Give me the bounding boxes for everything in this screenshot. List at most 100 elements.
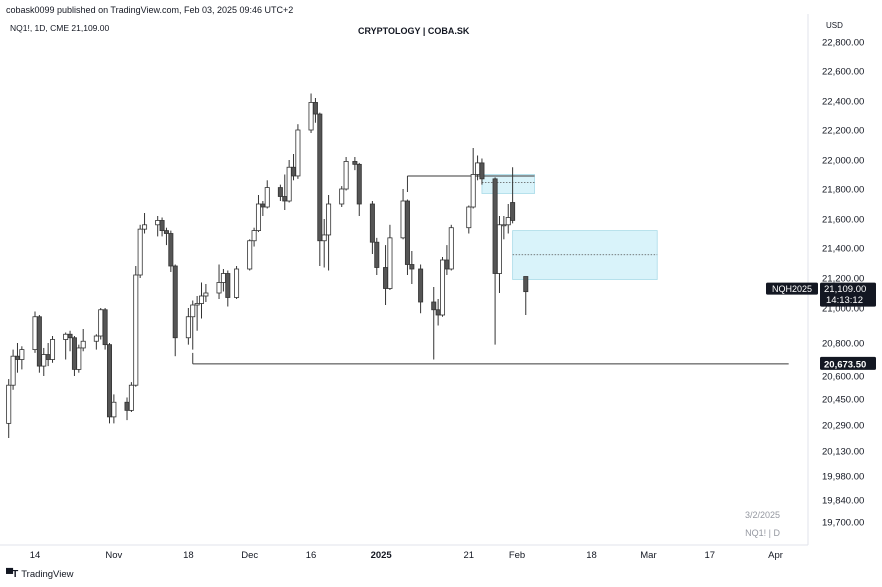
candle-body — [45, 354, 51, 360]
candle[interactable] — [475, 155, 481, 181]
fvg-zone-1[interactable] — [481, 174, 535, 194]
candle[interactable] — [185, 308, 191, 345]
candle[interactable] — [321, 219, 327, 268]
candle[interactable] — [251, 227, 257, 247]
candle[interactable] — [71, 336, 77, 376]
candle[interactable] — [264, 180, 270, 209]
candle[interactable] — [98, 308, 104, 340]
candle[interactable] — [6, 379, 12, 438]
candle[interactable] — [168, 230, 174, 272]
candle-body — [352, 161, 358, 165]
candle[interactable] — [356, 162, 362, 216]
candle[interactable] — [36, 315, 42, 373]
candle[interactable] — [369, 201, 375, 254]
candle-body — [400, 200, 406, 239]
candle[interactable] — [124, 397, 130, 421]
candle[interactable] — [32, 311, 38, 353]
candle[interactable] — [203, 284, 209, 302]
candle-body — [291, 166, 297, 177]
candle[interactable] — [286, 160, 292, 203]
candle-body — [435, 309, 441, 316]
candle-body — [343, 161, 349, 190]
candle[interactable] — [255, 195, 261, 233]
candle[interactable] — [312, 98, 318, 123]
candle[interactable] — [159, 217, 165, 237]
current-price-value: 21,109.00 — [824, 284, 866, 295]
candle[interactable] — [142, 213, 148, 234]
candle[interactable] — [234, 266, 240, 299]
candle[interactable] — [102, 308, 108, 350]
candle-body — [260, 203, 266, 208]
level-price-tag: 20,673.50 — [820, 356, 876, 370]
candle[interactable] — [106, 343, 112, 424]
candle[interactable] — [444, 245, 450, 275]
candle[interactable] — [387, 224, 393, 290]
candle[interactable] — [404, 199, 410, 276]
candle[interactable] — [466, 205, 472, 234]
candle[interactable] — [220, 269, 226, 292]
candle[interactable] — [501, 216, 507, 240]
candle[interactable] — [260, 201, 266, 216]
candle[interactable] — [505, 204, 511, 234]
candle[interactable] — [172, 264, 178, 357]
candle[interactable] — [479, 158, 485, 185]
candle[interactable] — [133, 266, 139, 387]
candle[interactable] — [76, 344, 82, 373]
candle[interactable] — [326, 195, 332, 271]
candle[interactable] — [470, 148, 476, 209]
candle[interactable] — [111, 394, 117, 424]
candle[interactable] — [291, 154, 297, 181]
candle[interactable] — [19, 346, 25, 370]
candle[interactable] — [339, 186, 345, 207]
candle[interactable] — [163, 227, 169, 246]
candle[interactable] — [523, 276, 529, 316]
candle[interactable] — [352, 157, 358, 171]
time-tick-label: 18 — [586, 550, 597, 561]
candle[interactable] — [435, 299, 441, 326]
footer-brand[interactable]: ▀T TradingView — [6, 569, 73, 580]
candle[interactable] — [409, 251, 415, 284]
candle[interactable] — [383, 245, 389, 305]
symbol-info[interactable]: NQ1!, 1D, CME 21,109.00 — [10, 23, 110, 33]
candle[interactable] — [80, 329, 86, 352]
candle-body — [431, 301, 437, 311]
candle[interactable] — [492, 177, 498, 345]
candle[interactable] — [155, 216, 161, 237]
candle[interactable] — [45, 343, 51, 367]
candle[interactable] — [10, 349, 16, 390]
candle[interactable] — [496, 216, 502, 293]
candle[interactable] — [128, 382, 134, 412]
candle[interactable] — [225, 270, 231, 307]
candle[interactable] — [190, 300, 196, 350]
candle[interactable] — [448, 224, 454, 271]
candle[interactable] — [374, 237, 380, 275]
candle-body — [10, 355, 16, 386]
candle[interactable] — [282, 174, 288, 211]
candle[interactable] — [400, 189, 406, 240]
candle[interactable] — [41, 347, 47, 376]
candle[interactable] — [216, 264, 222, 300]
candle[interactable] — [418, 264, 424, 314]
candle[interactable] — [93, 334, 99, 350]
candle[interactable] — [67, 330, 73, 352]
candle[interactable] — [308, 93, 314, 134]
candle-body — [326, 203, 332, 236]
candle[interactable] — [63, 332, 69, 360]
candle[interactable] — [510, 167, 516, 224]
price-tick-label: 19,840.00 — [822, 496, 864, 507]
candle[interactable] — [194, 296, 200, 331]
candle-body — [475, 162, 481, 175]
candle[interactable] — [50, 336, 56, 363]
candle[interactable] — [199, 282, 205, 319]
candle[interactable] — [277, 184, 283, 201]
candle[interactable] — [247, 239, 253, 271]
candle[interactable] — [431, 287, 437, 360]
candle[interactable] — [343, 157, 349, 191]
candle[interactable] — [137, 224, 143, 278]
candle[interactable] — [440, 257, 446, 317]
footer-brand-label: TradingView — [21, 569, 74, 580]
candle[interactable] — [317, 112, 323, 266]
candle[interactable] — [295, 124, 301, 179]
candle[interactable] — [14, 343, 20, 373]
